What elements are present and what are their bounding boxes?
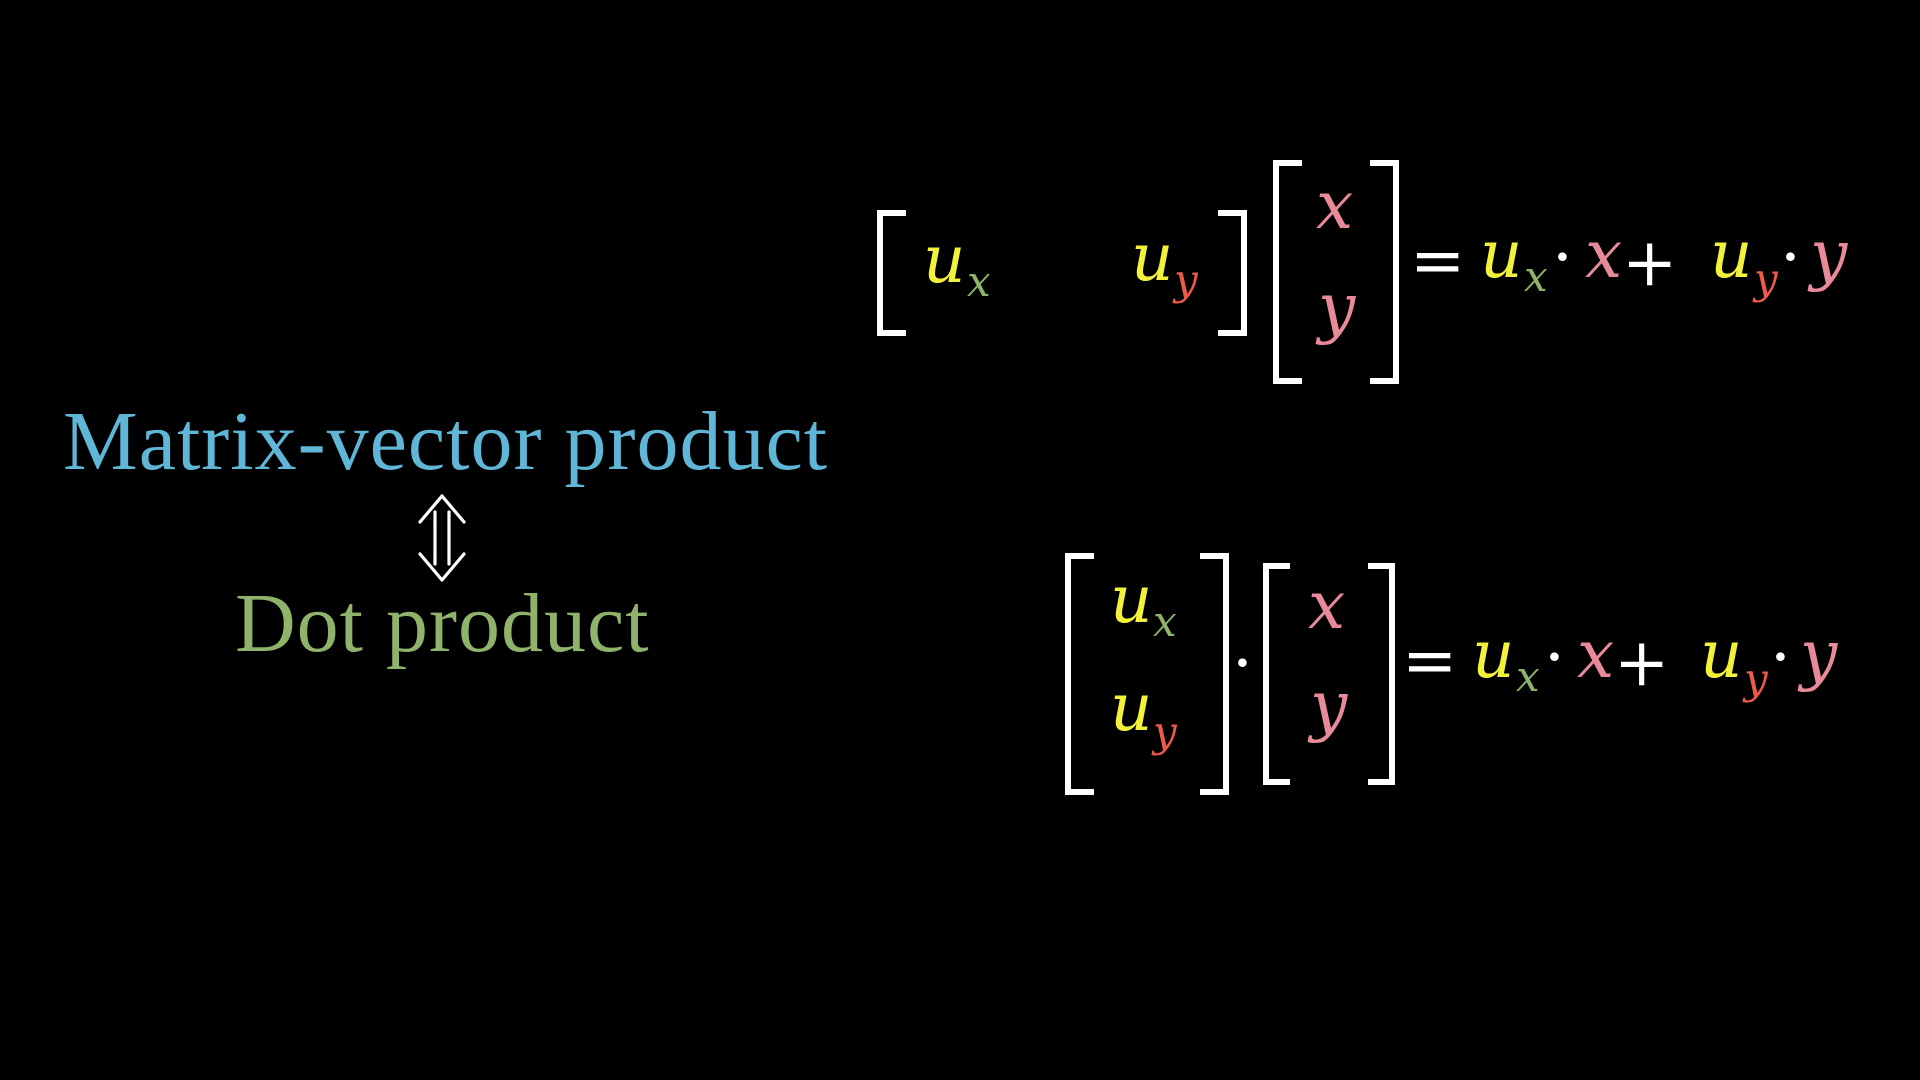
rhs2-u-x-subscript: x (1516, 652, 1540, 701)
double-arrow-icon (418, 494, 466, 582)
rhs-u-x: u (1480, 216, 1523, 293)
col1-u-x-subscript: x (1153, 597, 1177, 646)
row-u-y-subscript: y (1172, 255, 1199, 304)
col2-x: x (1308, 567, 1345, 644)
rhs2-y: y (1797, 616, 1838, 693)
rhs2-u-y: u (1700, 616, 1743, 693)
rhs2-u-y-subscript: y (1742, 654, 1769, 703)
dot-product-label: Dot product (235, 577, 650, 670)
plus-sign: + (1614, 624, 1669, 701)
mult-dot: · (1552, 219, 1573, 296)
equals-sign: = (1402, 622, 1457, 699)
mult-dot: · (1780, 219, 1801, 296)
matrix-vector-product-label: Matrix-vector product (63, 395, 829, 488)
col-y: y (1315, 269, 1356, 346)
col2-y: y (1307, 667, 1348, 744)
rhs-x: x (1585, 216, 1622, 293)
dot-operator: · (1232, 625, 1253, 702)
col1-u-y-subscript: y (1151, 707, 1178, 756)
rhs2-x: x (1577, 616, 1614, 693)
equals-sign: = (1410, 222, 1465, 299)
row-u-x: u (923, 221, 966, 298)
rhs-y: y (1807, 216, 1848, 293)
row-u-x-subscript: x (967, 257, 991, 306)
rhs-u-y: u (1710, 216, 1753, 293)
dot-product-equation: u x u y · x y = u x · x + u y · y (1065, 553, 1838, 795)
col1-u-x: u (1110, 561, 1153, 638)
col-x: x (1316, 167, 1353, 244)
mult-dot: · (1770, 619, 1791, 696)
matrix-vector-equation: u x u y x y = u x · x + u y · y (877, 160, 1848, 384)
row-u-y: u (1131, 219, 1174, 296)
mult-dot: · (1544, 619, 1565, 696)
rhs2-u-x: u (1472, 616, 1515, 693)
plus-sign: + (1622, 224, 1677, 301)
col1-u-y: u (1110, 669, 1153, 746)
rhs-u-x-subscript: x (1524, 252, 1548, 301)
rhs-u-y-subscript: y (1752, 254, 1779, 303)
